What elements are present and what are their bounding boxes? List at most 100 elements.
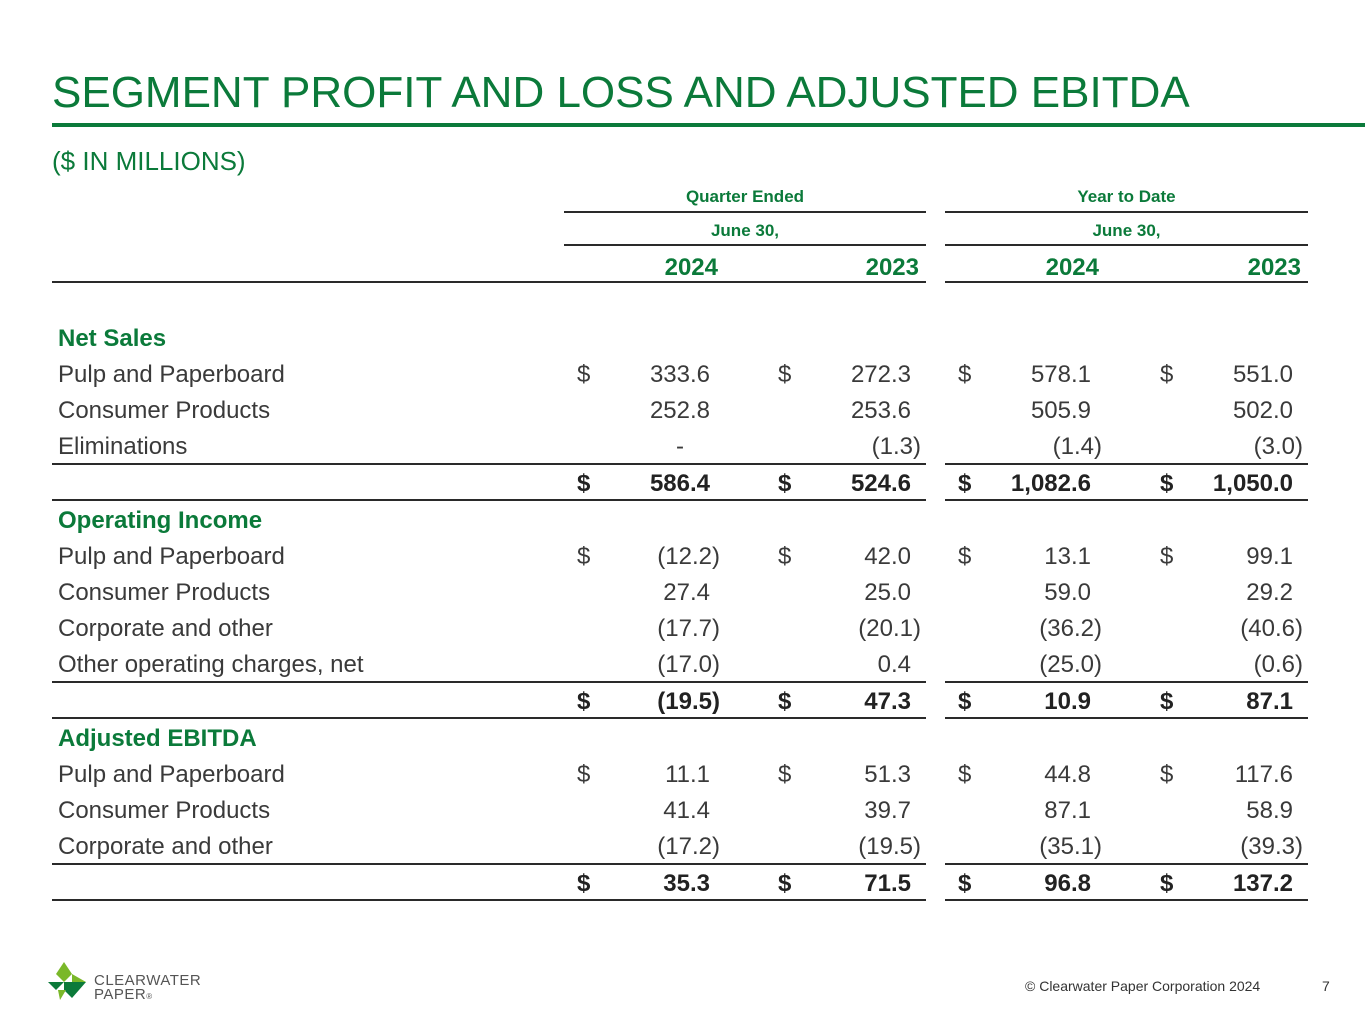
row-label: Pulp and Paperboard [58, 761, 285, 788]
total-value: 1,082.6 [1010, 470, 1091, 497]
value-cell: (1.3) [871, 433, 921, 460]
value-cell: 58.9 [1246, 797, 1293, 824]
section-heading: Adjusted EBITDA [58, 725, 257, 752]
currency-symbol: $ [577, 543, 591, 570]
row-label: Pulp and Paperboard [58, 361, 285, 388]
table-row: Consumer Products 252.8 253.6 505.9 502.… [0, 393, 1365, 429]
currency-symbol: $ [958, 543, 972, 570]
section-heading-row: Operating Income [0, 503, 1365, 539]
logo-mark-icon [48, 962, 86, 1000]
subtotal-rule [945, 463, 1308, 465]
currency-symbol: $ [1160, 543, 1174, 570]
subtotal-rule [52, 463, 926, 465]
logo-text-line1: CLEARWATER [94, 972, 202, 989]
value-cell: (17.2) [657, 833, 720, 860]
total-value: 137.2 [1232, 870, 1293, 897]
logo-text-line2: PAPER® [94, 987, 153, 1004]
value-cell: (36.2) [1039, 615, 1102, 642]
total-row: $ (19.5) $ 47.3 $ 10.9 $ 87.1 [0, 684, 1365, 720]
currency-symbol: $ [778, 870, 792, 897]
subtotal-rule [52, 863, 926, 865]
row-label: Corporate and other [58, 615, 273, 642]
total-value: 47.3 [864, 688, 911, 715]
value-cell: 253.6 [850, 397, 911, 424]
total-value: 10.9 [1044, 688, 1091, 715]
table-row: Pulp and Paperboard $ (12.2) $ 42.0 $ 13… [0, 539, 1365, 575]
table-row: Eliminations - (1.3) (1.4) (3.0) [0, 429, 1365, 465]
value-cell: (39.3) [1240, 833, 1303, 860]
table-row: Corporate and other (17.2) (19.5) (35.1)… [0, 829, 1365, 865]
title-underline [52, 123, 1365, 127]
row-label: Consumer Products [58, 579, 271, 606]
value-cell: 39.7 [864, 797, 911, 824]
currency-symbol: $ [778, 543, 792, 570]
currency-symbol: $ [958, 361, 972, 388]
value-cell: 87.1 [1044, 797, 1091, 824]
value-cell: (35.1) [1039, 833, 1102, 860]
value-cell: (1.4) [1052, 433, 1102, 460]
currency-symbol: $ [958, 688, 972, 715]
logo-registered-mark: ® [146, 992, 153, 1001]
value-cell: 44.8 [1044, 761, 1091, 788]
row-label: Other operating charges, net [58, 651, 364, 678]
row-label: Eliminations [58, 433, 188, 460]
row-label: Consumer Products [58, 397, 271, 424]
total-row: $ 35.3 $ 71.5 $ 96.8 $ 137.2 [0, 866, 1365, 902]
year-header-ytd2023: 2023 [1247, 254, 1301, 281]
table-row: Consumer Products 27.4 25.0 59.0 29.2 [0, 575, 1365, 611]
currency-symbol: $ [958, 761, 972, 788]
page-number: 7 [1322, 978, 1330, 994]
value-cell: 272.3 [850, 361, 911, 388]
value-cell: - [676, 433, 684, 460]
year-header-ytd2024: 2024 [1045, 254, 1099, 281]
value-cell: (0.6) [1253, 651, 1303, 678]
company-logo: CLEARWATER PAPER® [46, 960, 206, 1004]
quarter-date-header: June 30, [710, 221, 780, 240]
copyright-text: © Clearwater Paper Corporation 2024 [1025, 978, 1261, 994]
page-title: SEGMENT PROFIT AND LOSS AND ADJUSTED EBI… [52, 68, 1190, 117]
currency-symbol: $ [577, 761, 591, 788]
header-rule [564, 244, 926, 246]
total-rule [52, 499, 926, 501]
total-row: $ 586.4 $ 524.6 $ 1,082.6 $ 1,050.0 [0, 466, 1365, 502]
currency-symbol: $ [577, 870, 591, 897]
currency-symbol: $ [958, 870, 972, 897]
total-value: 71.5 [864, 870, 911, 897]
total-rule [945, 499, 1308, 501]
value-cell: (20.1) [858, 615, 921, 642]
currency-symbol: $ [1160, 761, 1174, 788]
value-cell: (25.0) [1039, 651, 1102, 678]
value-cell: (19.5) [858, 833, 921, 860]
subtotal-rule [945, 863, 1308, 865]
total-value: 96.8 [1044, 870, 1091, 897]
ytd-date-header: June 30, [1092, 221, 1161, 240]
currency-symbol: $ [778, 688, 792, 715]
subtotal-rule [945, 681, 1308, 683]
value-cell: 42.0 [864, 543, 911, 570]
total-value: (19.5) [657, 688, 720, 715]
total-value: 1,050.0 [1212, 470, 1293, 497]
value-cell: 11.1 [665, 761, 710, 788]
total-value: 524.6 [850, 470, 911, 497]
table-row: Consumer Products 41.4 39.7 87.1 58.9 [0, 793, 1365, 829]
value-cell: 29.2 [1246, 579, 1293, 606]
table-row: Pulp and Paperboard $ 333.6 $ 272.3 $ 57… [0, 357, 1365, 393]
currency-symbol: $ [1160, 470, 1174, 497]
value-cell: 578.1 [1030, 361, 1091, 388]
value-cell: 99.1 [1246, 543, 1293, 570]
value-cell: 252.8 [649, 397, 710, 424]
value-cell: 502.0 [1232, 397, 1293, 424]
row-label: Pulp and Paperboard [58, 543, 285, 570]
row-label: Corporate and other [58, 833, 273, 860]
year-header-q2024: 2024 [664, 254, 718, 281]
table-row: Corporate and other (17.7) (20.1) (36.2)… [0, 611, 1365, 647]
year-header-q2023: 2023 [865, 254, 919, 281]
currency-symbol: $ [577, 361, 591, 388]
header-bottom-rule [52, 281, 926, 283]
page-subtitle: ($ IN MILLIONS) [52, 146, 246, 176]
value-cell: 117.6 [1234, 761, 1293, 788]
header-rule [945, 211, 1308, 213]
value-cell: 25.0 [864, 579, 911, 606]
currency-symbol: $ [577, 688, 591, 715]
total-rule [52, 899, 926, 901]
